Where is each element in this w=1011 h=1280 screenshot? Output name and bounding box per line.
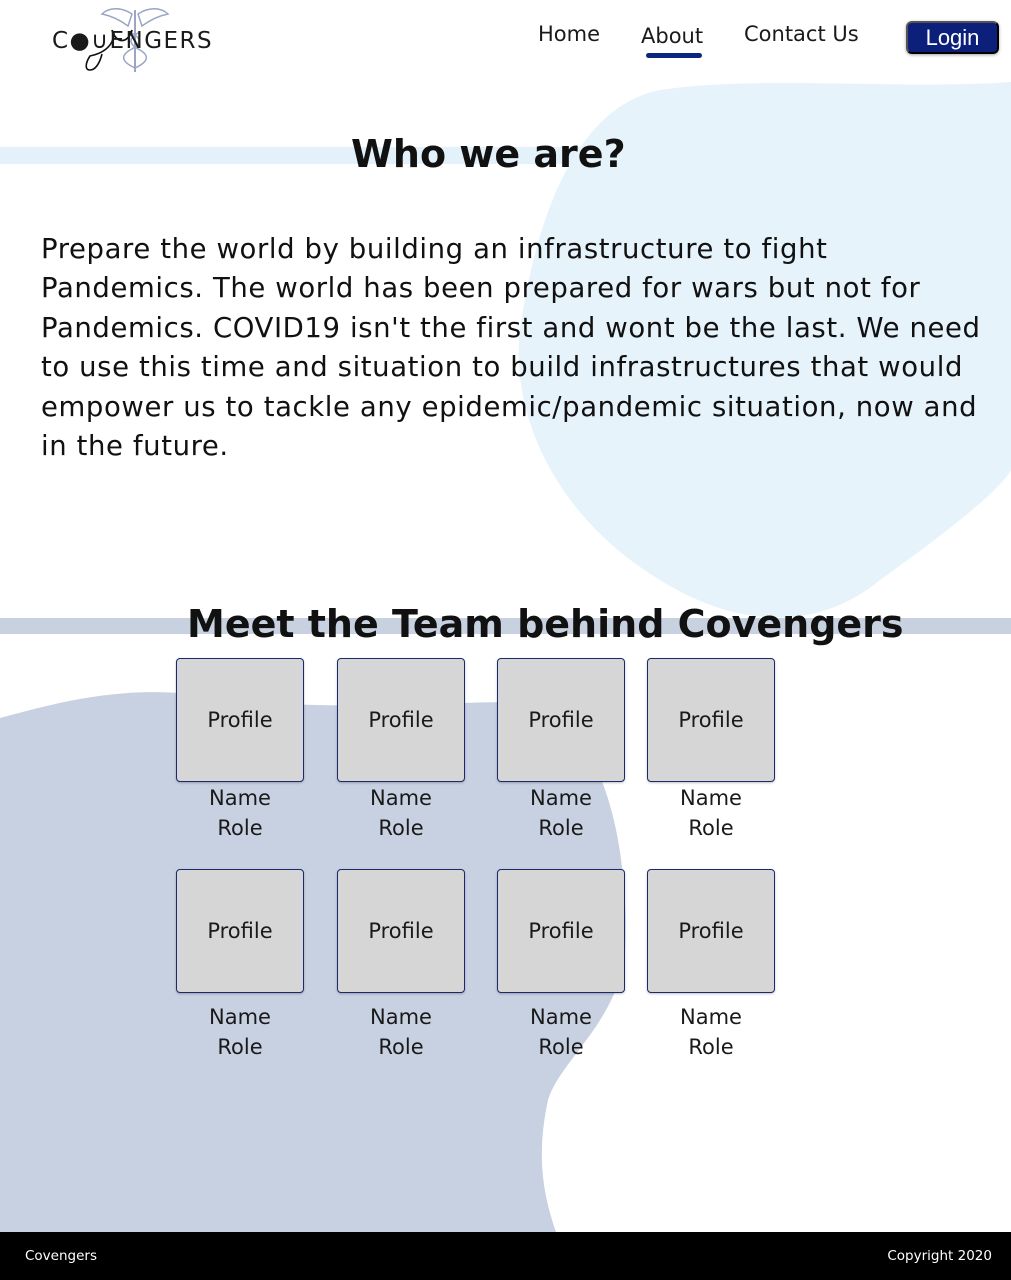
member-name: Name <box>209 786 271 810</box>
site-footer: Covengers Copyright 2020 <box>0 1232 1011 1280</box>
nav-contact-link[interactable]: Contact Us <box>744 22 859 46</box>
footer-brand: Covengers <box>25 1248 97 1264</box>
profile-image-placeholder[interactable]: Profile <box>647 658 775 782</box>
member-name: Name <box>370 786 432 810</box>
team-member-card: Profile Name Role <box>337 658 465 843</box>
mission-statement: Prepare the world by building an infrast… <box>41 233 981 463</box>
brand-logo[interactable]: C●∪ENGERS <box>50 4 220 74</box>
nav-about-link[interactable]: About <box>641 24 704 48</box>
team-member-card: Profile Name Role <box>176 869 304 1062</box>
profile-image-placeholder[interactable]: Profile <box>497 869 625 993</box>
site-header: C●∪ENGERS Home About Contact Us Login <box>0 0 1011 80</box>
caduceus-stethoscope-icon <box>85 8 170 72</box>
member-role: Role <box>688 1034 734 1059</box>
member-role: Role <box>217 1034 263 1059</box>
member-role: Role <box>538 1034 584 1059</box>
nav-home-link[interactable]: Home <box>538 22 601 46</box>
team-member-card: Profile Name Role <box>176 658 304 843</box>
profile-image-placeholder[interactable]: Profile <box>176 658 304 782</box>
gray-blue-blob <box>0 692 626 1232</box>
footer-copyright: Copyright 2020 <box>887 1248 992 1264</box>
member-name: Name <box>209 1005 271 1029</box>
member-name: Name <box>680 786 742 810</box>
profile-image-placeholder[interactable]: Profile <box>497 658 625 782</box>
member-name: Name <box>370 1005 432 1029</box>
profile-image-placeholder[interactable]: Profile <box>176 869 304 993</box>
member-name: Name <box>680 1005 742 1029</box>
team-member-card: Profile Name Role <box>337 869 465 1062</box>
team-member-card: Profile Name Role <box>497 658 625 843</box>
light-blue-blob <box>518 82 1011 618</box>
member-role: Role <box>378 815 424 840</box>
active-nav-indicator <box>646 53 702 58</box>
member-role: Role <box>538 815 584 840</box>
member-name: Name <box>530 1005 592 1029</box>
member-role: Role <box>217 815 263 840</box>
member-role: Role <box>688 815 734 840</box>
profile-image-placeholder[interactable]: Profile <box>647 869 775 993</box>
brand-wordmark: C●∪ENGERS <box>52 28 214 54</box>
team-member-card: Profile Name Role <box>647 658 775 843</box>
team-member-card: Profile Name Role <box>497 869 625 1062</box>
team-member-card: Profile Name Role <box>647 869 775 1062</box>
login-button[interactable]: Login <box>906 21 999 54</box>
profile-image-placeholder[interactable]: Profile <box>337 658 465 782</box>
member-name: Name <box>530 786 592 810</box>
about-title: Who we are? <box>351 132 626 176</box>
member-role: Role <box>378 1034 424 1059</box>
team-title: Meet the Team behind Covengers <box>187 602 904 646</box>
profile-image-placeholder[interactable]: Profile <box>337 869 465 993</box>
team-accent-band <box>0 618 1011 634</box>
